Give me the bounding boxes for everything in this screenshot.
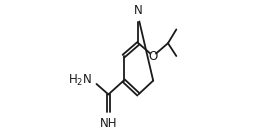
Text: H$_2$N: H$_2$N (68, 73, 92, 88)
Text: O: O (148, 50, 158, 63)
Text: N: N (134, 4, 143, 17)
Text: NH: NH (100, 117, 117, 129)
